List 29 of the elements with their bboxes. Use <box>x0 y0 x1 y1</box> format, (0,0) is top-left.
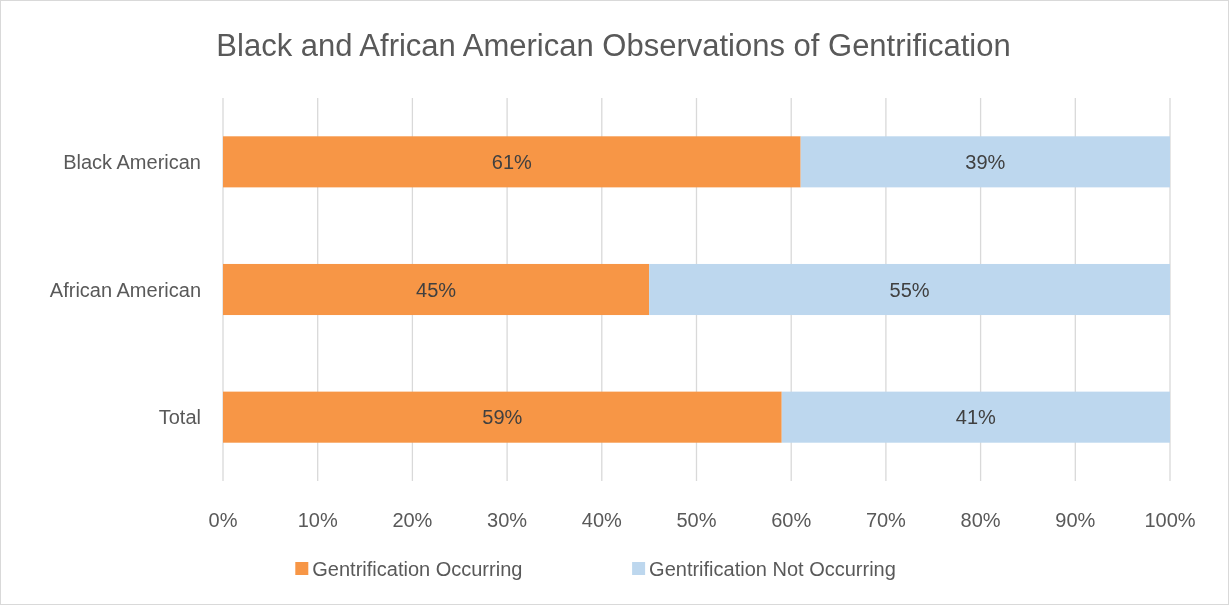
x-tick-label: 90% <box>1055 509 1096 531</box>
y-tick-label: Black American <box>63 150 201 173</box>
y-tick-label: Total <box>158 406 201 429</box>
x-tick-label: 40% <box>581 509 623 531</box>
x-tick-label: 70% <box>865 509 907 531</box>
data-label: 59% <box>482 406 523 429</box>
bar <box>223 391 782 443</box>
bar <box>781 391 1170 443</box>
legend-label: Gentrification Not Occurring <box>649 558 896 580</box>
x-tick-label: 100% <box>1144 509 1196 531</box>
bar <box>800 136 1170 188</box>
y-tick-label: African American <box>49 278 201 301</box>
x-tick-label: 60% <box>771 509 812 531</box>
bar <box>223 263 650 316</box>
x-tick-label: 10% <box>297 509 338 531</box>
data-label: 55% <box>889 278 930 301</box>
data-label: 45% <box>416 278 457 301</box>
x-tick-label: 50% <box>676 509 717 531</box>
chart-title: Black and African American Observations of Gentrification <box>216 28 1011 63</box>
x-tick-label: 30% <box>487 509 528 531</box>
data-label: 61% <box>491 150 533 173</box>
data-label: 39% <box>965 150 1006 173</box>
x-tick-label: 80% <box>960 509 1001 531</box>
data-label: 41% <box>955 406 997 429</box>
x-tick-label: 20% <box>392 509 433 531</box>
legend-label: Gentrification Occurring <box>312 558 523 580</box>
bar <box>649 263 1170 316</box>
bar <box>223 136 801 188</box>
x-tick-label: 0% <box>208 509 238 531</box>
